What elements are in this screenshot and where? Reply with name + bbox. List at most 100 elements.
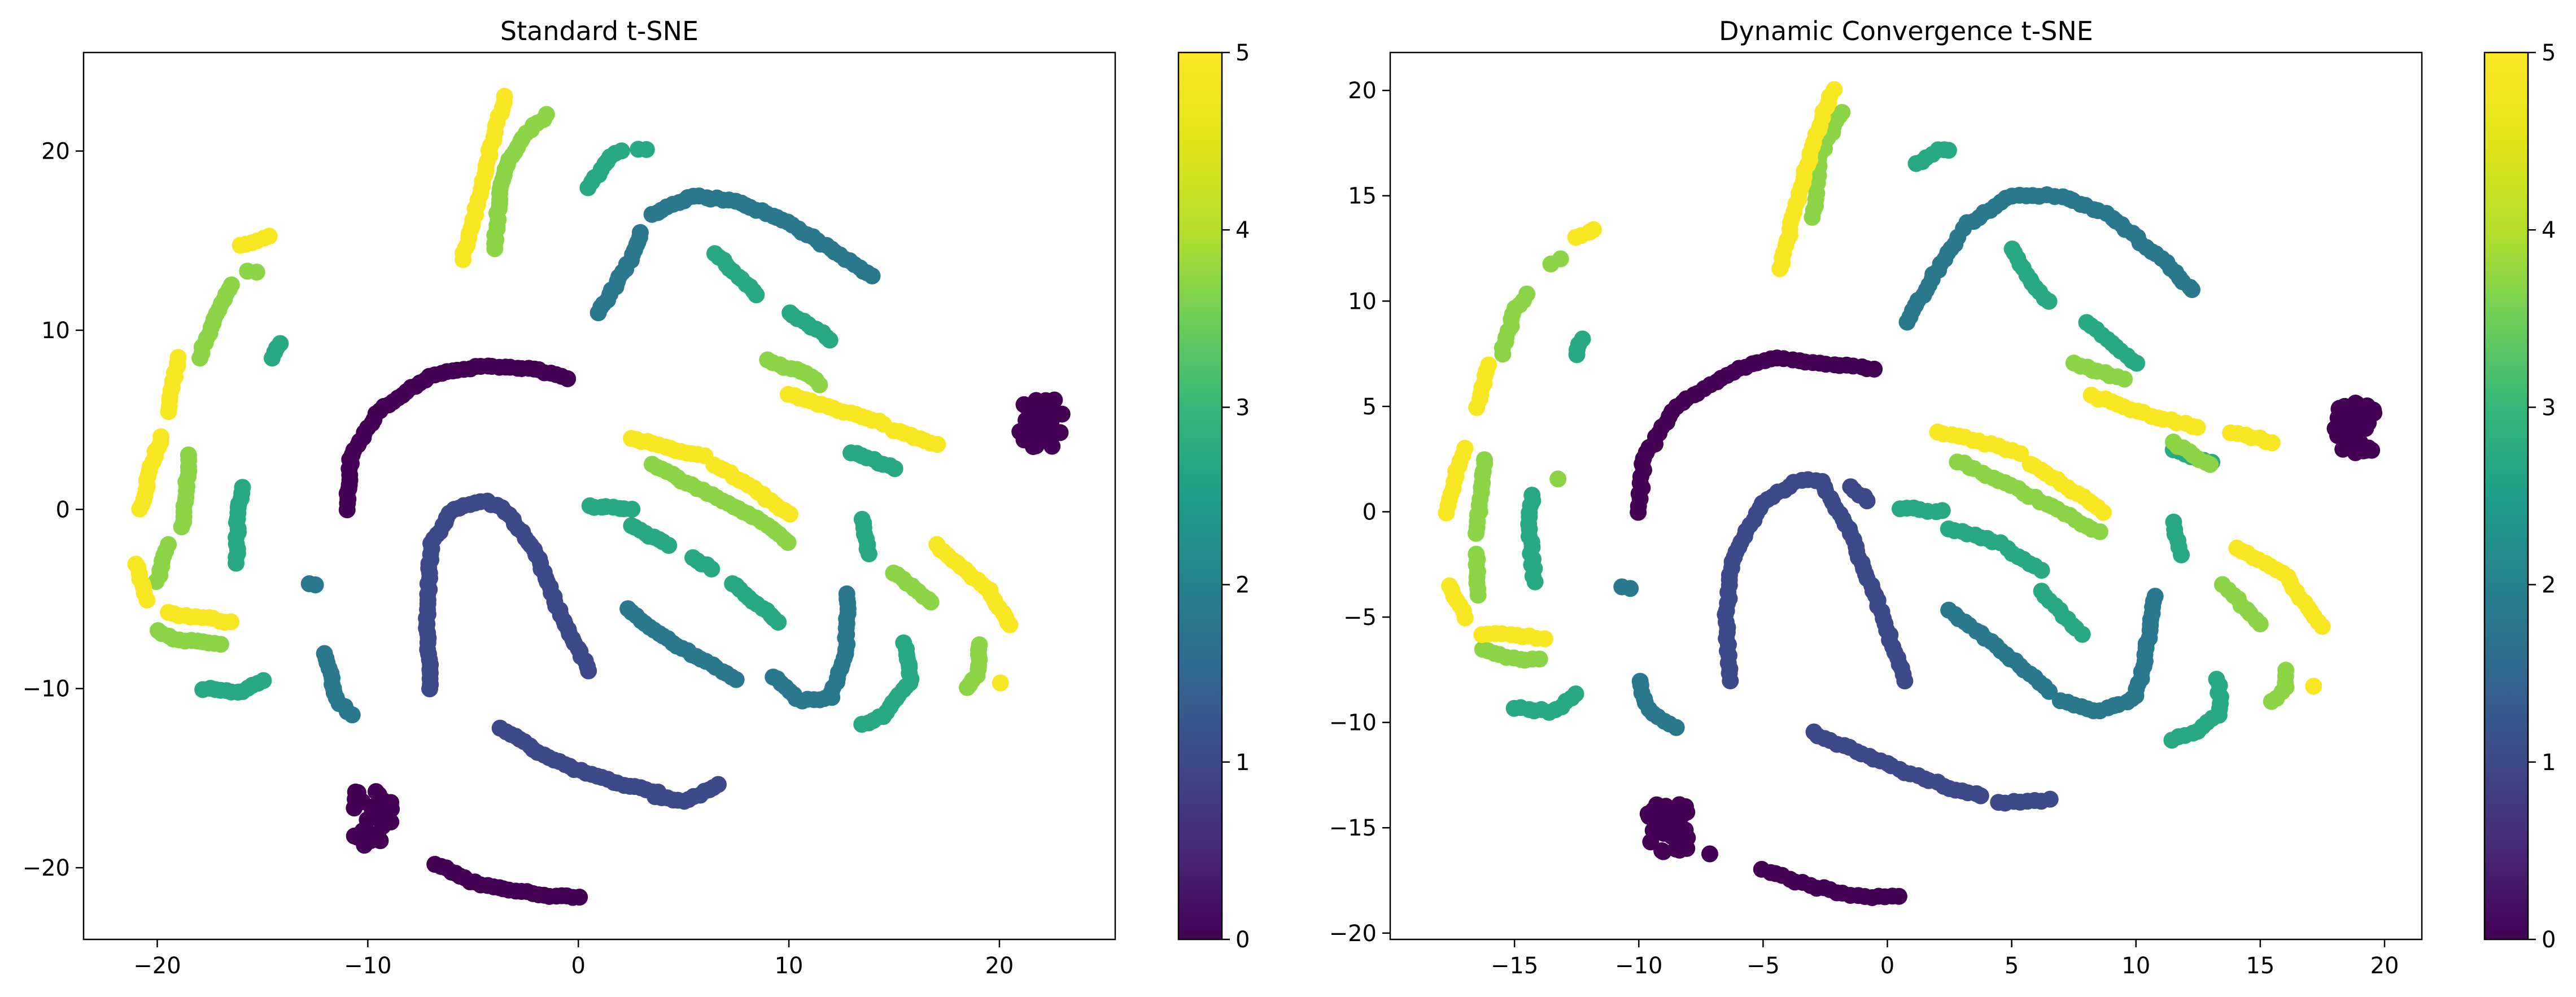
scatter-point: [1658, 802, 1675, 819]
scatter-point: [1024, 401, 1041, 418]
colorbar: [1177, 51, 1223, 941]
scatter-point: [1023, 414, 1041, 431]
colorbar-tick-label: 4: [2542, 217, 2556, 243]
colorbar-tick-label: 2: [1235, 572, 1250, 598]
scatter-point: [2041, 683, 2058, 700]
colorbar-tick-label: 1: [1235, 750, 1250, 776]
scatter-point: [263, 349, 281, 367]
scatter-point: [1890, 887, 1907, 905]
y-tick-label: 10: [41, 318, 70, 344]
chart-title: Standard t-SNE: [500, 16, 698, 46]
scatter-point: [1673, 807, 1690, 825]
scatter-point: [222, 613, 239, 631]
scatter-point: [1040, 406, 1058, 424]
scatter-point: [2091, 523, 2108, 540]
scatter-point: [2263, 693, 2280, 710]
scatter-point: [958, 679, 976, 696]
scatter-point: [1456, 609, 1474, 627]
scatter-point: [2313, 618, 2331, 635]
scatter-point: [853, 715, 871, 733]
colorbar-tick-label: 4: [1235, 217, 1250, 243]
scatter-point: [1549, 470, 1567, 488]
scatter-point: [1584, 221, 1602, 238]
scatter-point: [212, 636, 229, 653]
scatter-point: [1480, 356, 1497, 374]
scatter-point: [2183, 281, 2200, 299]
x-tick-label: 5: [2005, 953, 2019, 979]
data-points: [1438, 81, 2383, 907]
scatter-point: [255, 672, 272, 689]
scatter-point: [703, 560, 721, 578]
y-tick-label: 5: [1363, 394, 1377, 420]
scatter-point: [1644, 821, 1662, 839]
x-tick-label: −20: [133, 953, 181, 979]
scatter-point: [1667, 719, 1685, 736]
scatter-point: [1531, 650, 1548, 668]
scatter-point: [2336, 397, 2354, 415]
scatter-point: [781, 505, 798, 523]
scatter-point: [748, 286, 765, 304]
scatter-point: [821, 331, 839, 349]
scatter-point: [379, 812, 396, 830]
colorbar-tick-label: 1: [2542, 750, 2556, 776]
scatter-point: [1940, 142, 1957, 159]
y-tick-label: −20: [23, 855, 70, 881]
x-tick-label: 0: [571, 953, 585, 979]
scatter-point: [992, 674, 1009, 692]
y-tick-label: −10: [1329, 710, 1377, 736]
scatter-point: [2116, 370, 2133, 388]
scatter-point: [1552, 250, 1569, 268]
x-tick-label: 0: [1880, 953, 1894, 979]
scatter-point: [2305, 677, 2322, 695]
scatter-point: [2033, 562, 2050, 579]
scatter-point: [2094, 504, 2112, 521]
scatter-point: [2128, 355, 2146, 372]
scatter-point: [1826, 81, 1843, 98]
scatter-point: [260, 228, 278, 245]
y-tick-label: 20: [41, 139, 70, 165]
scatter-point: [169, 349, 187, 366]
x-tick-label: −15: [1491, 953, 1538, 979]
scatter-point: [343, 706, 361, 724]
scatter-point: [1001, 616, 1019, 633]
scatter-point: [2202, 456, 2219, 473]
scatter-point: [222, 276, 240, 294]
y-tick-label: 0: [1363, 499, 1377, 525]
y-tick-label: 0: [56, 497, 70, 523]
scatter-point: [2172, 546, 2190, 563]
x-tick-label: 10: [775, 953, 804, 979]
scatter-point: [248, 264, 265, 281]
scatter-point: [496, 88, 513, 105]
scatter-point: [360, 824, 377, 841]
scatter-point: [1666, 825, 1683, 842]
x-tick-label: −10: [344, 953, 391, 979]
scatter-point: [1469, 587, 1487, 604]
colorbar-tick-label: 3: [2542, 395, 2556, 421]
scatter-point: [613, 142, 630, 160]
scatter-point: [347, 790, 364, 808]
scatter-point: [2146, 588, 2164, 605]
dynamic-convergence-tsne-panel: Dynamic Convergence t-SNE−15 −10 −5 0 5 10 15 2…: [1329, 16, 2556, 979]
scatter-point: [307, 576, 324, 593]
scatter-point: [922, 593, 940, 611]
y-tick-label: −20: [1329, 921, 1377, 947]
scatter-point: [538, 106, 555, 123]
y-tick-label: 20: [1348, 78, 1377, 104]
x-tick-label: −5: [1747, 953, 1780, 979]
colorbar-tick-label: 5: [2542, 40, 2556, 66]
scatter-point: [559, 370, 577, 387]
scatter-point: [1536, 630, 1553, 648]
scatter-point: [709, 776, 727, 793]
scatter-point: [2326, 420, 2344, 438]
scatter-point: [372, 832, 389, 850]
x-tick-label: 15: [2246, 953, 2274, 979]
standard-tsne-panel: Standard t-SNE −20 −10 0 10 20 −20 −10 0 10 20 0 1 2 3…: [23, 16, 1250, 979]
scatter-point: [1518, 285, 1536, 303]
scatter-point: [2263, 434, 2281, 452]
scatter-point: [2251, 615, 2269, 633]
scatter-point: [1678, 839, 1696, 857]
colorbar-tick-label: 3: [1235, 395, 1250, 421]
scatter-point: [770, 614, 787, 631]
data-points: [127, 88, 1071, 906]
